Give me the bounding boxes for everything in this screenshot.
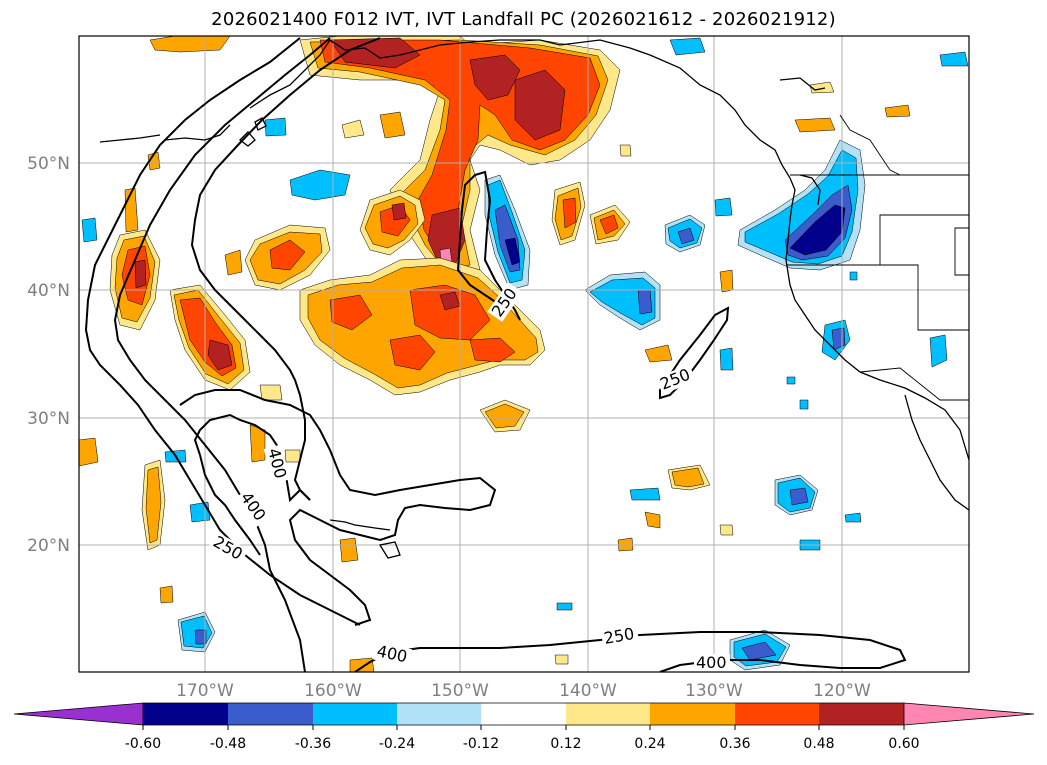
- colorbar-tick-label: -0.60: [125, 736, 161, 752]
- colorbar-tick-label: 0.36: [719, 736, 750, 752]
- colorbar-tick-label: -0.48: [210, 736, 246, 752]
- colorbar-segment: [143, 703, 228, 725]
- colorbar-segment: [481, 703, 566, 725]
- graticule: [79, 36, 969, 672]
- lat-label: 50°N: [27, 154, 70, 174]
- longitude-labels: 170°W 160°W 150°W 140°W 130°W 120°W: [176, 681, 871, 701]
- colorbar-ticks: [142, 725, 905, 730]
- lat-label: 20°N: [27, 536, 70, 556]
- map-border: [78, 35, 970, 673]
- colorbar-segment: [313, 703, 397, 725]
- lon-label: 170°W: [176, 681, 234, 701]
- lon-label: 130°W: [685, 681, 743, 701]
- colorbar-tick-label: 0.48: [803, 736, 834, 752]
- colorbar-tick-label: 0.12: [550, 736, 581, 752]
- colorbar-segment: [819, 703, 904, 725]
- colorbar-tick-label: -0.36: [295, 736, 331, 752]
- colorbar-tick-label: 0.60: [888, 736, 919, 752]
- lat-label: 30°N: [27, 409, 70, 429]
- colorbar: -0.60 -0.48 -0.36 -0.24 -0.12 0.12 0.24 …: [13, 702, 1035, 752]
- colorbar-tick-label: 0.24: [634, 736, 665, 752]
- colorbar-extend-high: [903, 702, 1035, 726]
- lon-label: 150°W: [431, 681, 489, 701]
- svg-text:400: 400: [696, 653, 727, 672]
- positive-anomaly-fills: [79, 36, 911, 672]
- colorbar-tick-label: -0.24: [379, 736, 415, 752]
- colorbar-segment: [650, 703, 735, 725]
- colorbar-segment: [228, 703, 313, 725]
- lon-label: 160°W: [304, 681, 362, 701]
- colorbar-segment: [566, 703, 650, 725]
- colorbar-extend-low: [13, 702, 144, 726]
- colorbar-segment: [735, 703, 819, 725]
- contour-label: 400: [373, 641, 413, 667]
- colorbar-segment: [397, 703, 481, 725]
- map-title: 2026021400 F012 IVT, IVT Landfall PC (20…: [211, 9, 836, 30]
- colorbar-tick-label: -0.12: [463, 736, 499, 752]
- political-borders: [786, 114, 969, 401]
- lon-label: 120°W: [813, 681, 871, 701]
- contour-label: 400: [694, 653, 730, 672]
- coastlines: [99, 39, 969, 559]
- contour-label: 250: [600, 624, 640, 649]
- lon-label: 140°W: [559, 681, 617, 701]
- lat-label: 40°N: [27, 281, 70, 301]
- contour-labels: 250 250 250 250 400 400: [208, 282, 730, 672]
- negative-anomaly-fills: [81, 37, 969, 671]
- map-content: 250 250 250 250 400 400: [79, 36, 969, 672]
- latitude-labels: 50°N 40°N 30°N 20°N: [27, 154, 70, 556]
